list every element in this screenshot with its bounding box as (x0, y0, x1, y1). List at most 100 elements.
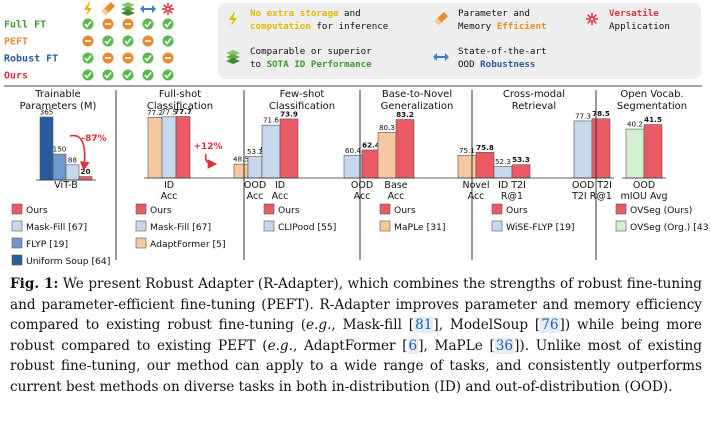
chart-title: Trainable (34, 89, 80, 100)
caption-eg-2: e.g. (267, 337, 293, 354)
category-label: Acc (247, 191, 264, 202)
check-icon (162, 35, 174, 47)
data-label: 88 (68, 155, 78, 164)
bar (625, 128, 645, 179)
lightning-icon (84, 2, 92, 16)
legend-swatch (11, 220, 23, 232)
legend-label: Ours (26, 205, 48, 216)
category-label: OOD (351, 180, 373, 191)
check-mark (164, 21, 172, 28)
minus-icon (82, 35, 94, 47)
eraser-icon (101, 2, 115, 16)
category-label: R@1 (501, 191, 523, 202)
check-mark (144, 55, 152, 62)
bar (591, 118, 611, 179)
data-label: 53.3 (512, 155, 530, 164)
minus-icon (102, 18, 114, 30)
chart-title: Segmentation (617, 101, 687, 112)
asterisk-icon (586, 13, 598, 25)
legend-text-part: Application (609, 21, 670, 32)
legend-label: Ours (506, 205, 528, 216)
legend-label: WiSE-FLYP [19] (506, 222, 575, 233)
bar (161, 116, 177, 179)
legend-swatch (263, 203, 275, 215)
legend-swatch (135, 203, 147, 215)
citation-link[interactable]: 81 (414, 317, 434, 334)
legend-label: Mask-Fill [67] (26, 222, 87, 233)
citation-link[interactable]: 36 (494, 337, 515, 354)
legend-text-part: and (339, 8, 361, 19)
legend-item-line1: Versatile (609, 8, 659, 19)
check-mark (84, 55, 92, 62)
bar (261, 124, 281, 179)
legend-swatch (491, 220, 503, 232)
annotation-text: +12% (193, 142, 222, 152)
legend-label: FLYP [19] (26, 239, 68, 250)
data-label: 77.2 (147, 108, 163, 117)
legend-label: MaPLe [31] (394, 222, 446, 233)
lightning-icon (229, 12, 237, 26)
legend-item-line1: Parameter and (458, 8, 530, 19)
bar (361, 149, 381, 179)
bar (175, 116, 191, 179)
citation-link[interactable]: 76 (540, 317, 560, 334)
legend-swatch (11, 254, 23, 266)
caption-label: Fig. 1: (10, 276, 59, 292)
stack-layer (226, 54, 240, 60)
check-icon (142, 18, 154, 30)
bar (343, 155, 363, 179)
caption-text-5: , AdaptFormer (292, 337, 403, 354)
check-icon (102, 69, 114, 81)
check-mark (164, 72, 172, 79)
category-label: ID T2I (498, 180, 526, 191)
minus-icon (122, 18, 134, 30)
minus-icon (122, 52, 134, 64)
caption-text-2: , Mask-fill (331, 317, 409, 334)
legend-swatch (135, 237, 147, 249)
data-label: 83.2 (396, 110, 414, 119)
stack-layer (226, 50, 240, 56)
check-icon (142, 52, 154, 64)
data-label: 77.3 (575, 111, 591, 120)
minus-icon (102, 52, 114, 64)
bar (39, 116, 54, 181)
check-mark (84, 72, 92, 79)
legend-box (218, 3, 701, 79)
category-label: mIOU Avg (620, 191, 667, 202)
category-label: Novel (462, 180, 489, 191)
table-row-label: Full FT (4, 20, 46, 31)
caption-text-6: , MaPLe (423, 337, 490, 354)
eraser-tip (101, 8, 109, 16)
asterisk-hub (165, 6, 171, 12)
check-mark (104, 38, 112, 45)
legend-item-line1: State-of-the-art (458, 46, 547, 57)
legend-text-part: State-of-the-art (458, 46, 547, 57)
category-label: Acc (468, 191, 485, 202)
caption-text-1: We present Robust Adapter (R-Adapter), w… (10, 276, 702, 334)
legend-item-line1: Comparable or superior (250, 46, 372, 57)
chart-title: Classification (269, 101, 335, 112)
check-icon (82, 69, 94, 81)
citation-link[interactable]: 6 (407, 337, 419, 354)
stack-icon (121, 2, 135, 16)
category-label: OOD T2I (572, 180, 612, 191)
minus-icon (142, 35, 154, 47)
table-row-label: PEFT (4, 37, 28, 48)
legend-text-part: OOD (458, 59, 480, 70)
check-icon (102, 35, 114, 47)
lightning-shape (84, 2, 92, 16)
data-label: 77.5 (161, 107, 177, 116)
category-label: Acc (354, 191, 371, 202)
eraser-icon (434, 12, 448, 26)
chart-title: Classification (147, 101, 213, 112)
check-mark (144, 21, 152, 28)
arrow-right (152, 5, 156, 13)
bar (377, 132, 397, 179)
check-icon (82, 52, 94, 64)
data-label: 75.8 (476, 143, 494, 152)
annotation-arrow (69, 134, 90, 172)
data-label: 40.2 (627, 120, 643, 129)
category-label: Base (384, 180, 407, 191)
lightning-shape (229, 12, 237, 26)
